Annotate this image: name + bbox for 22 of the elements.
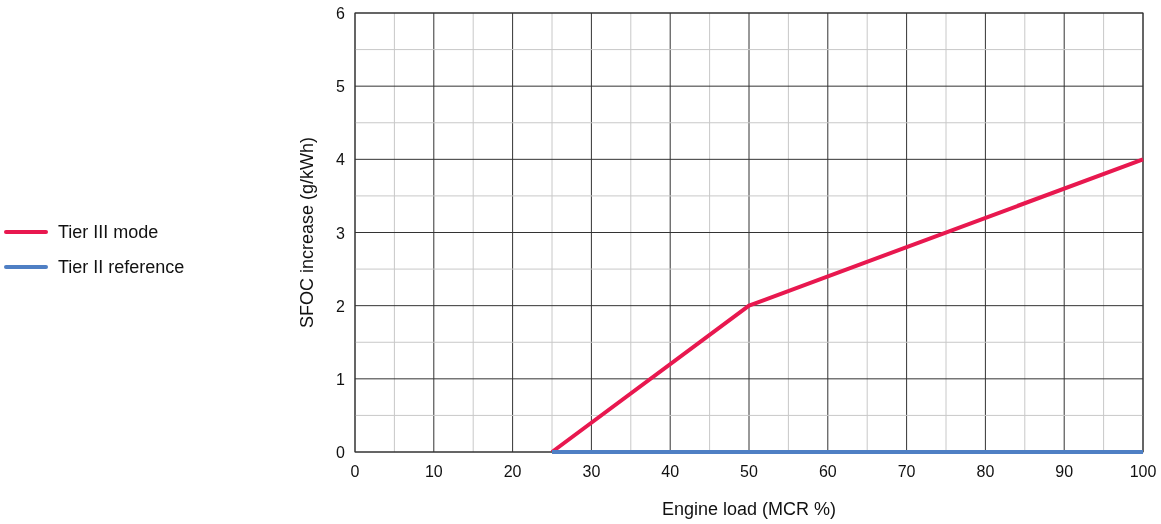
y-tick-label: 5 bbox=[336, 78, 346, 96]
x-tick-label: 90 bbox=[1055, 463, 1074, 480]
x-tick-label: 40 bbox=[661, 463, 680, 480]
x-tick-label: 60 bbox=[818, 463, 837, 480]
y-tick-label: 4 bbox=[336, 151, 346, 169]
x-tick-label: 80 bbox=[976, 463, 995, 480]
x-tick-label: 100 bbox=[1129, 463, 1157, 480]
legend-label: Tier II reference bbox=[58, 257, 185, 277]
y-tick-label: 0 bbox=[336, 444, 346, 461]
y-tick-label: 1 bbox=[336, 370, 346, 388]
x-tick-label: 0 bbox=[350, 463, 360, 480]
x-axis-title: Engine load (MCR %) bbox=[661, 499, 837, 519]
y-tick-label: 2 bbox=[336, 297, 346, 315]
x-tick-label: 10 bbox=[424, 463, 443, 480]
x-tick-label: 50 bbox=[740, 463, 758, 480]
x-tick-label: 30 bbox=[582, 463, 601, 480]
y-axis-title: SFOC increase (g/kWh) bbox=[297, 136, 317, 329]
x-tick-label: 20 bbox=[503, 463, 522, 480]
y-tick-label: 6 bbox=[336, 5, 346, 22]
y-tick-label: 3 bbox=[336, 224, 346, 242]
x-tick-label: 70 bbox=[897, 463, 916, 480]
legend-label: Tier III mode bbox=[58, 222, 159, 242]
